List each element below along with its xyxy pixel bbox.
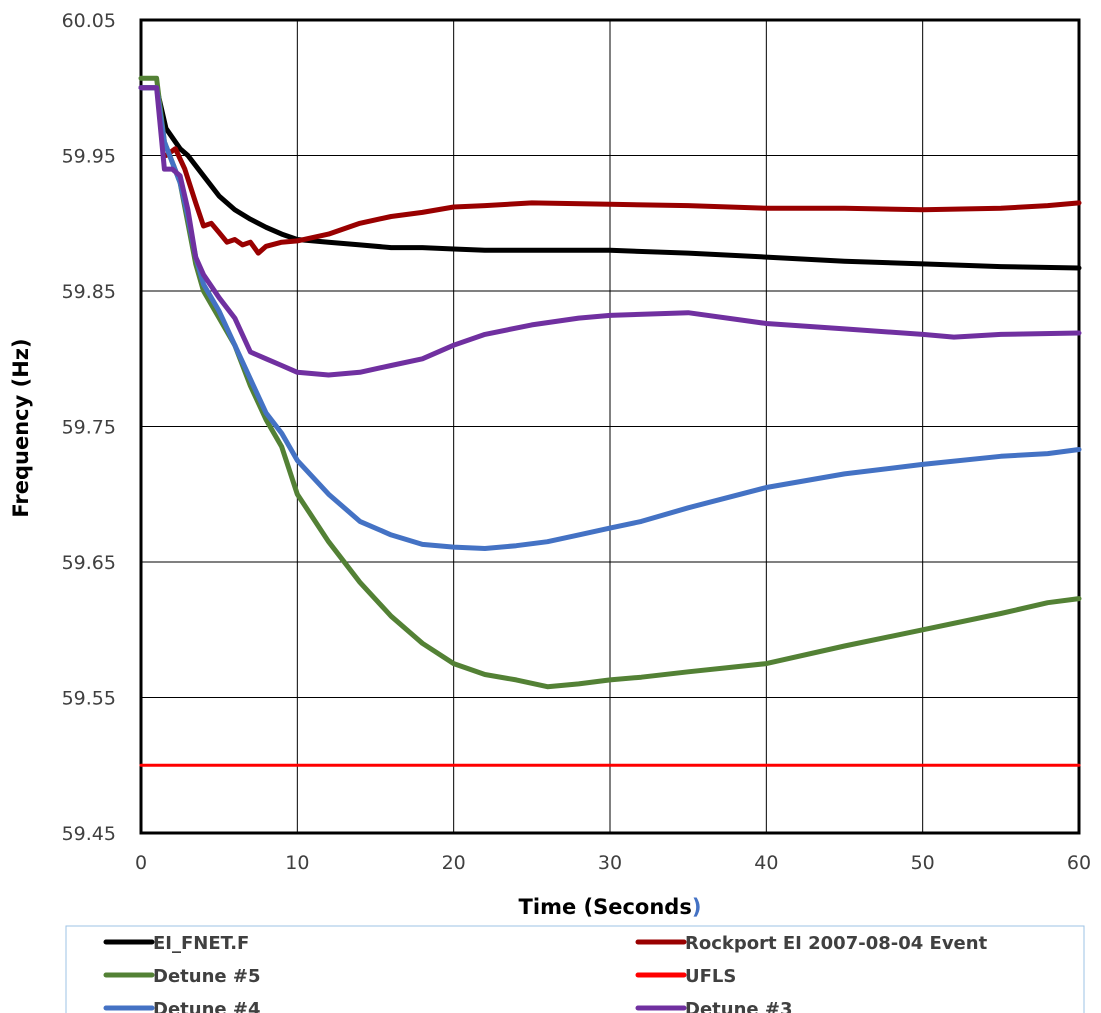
legend: EI_FNET.F Rockport EI 2007-08-04 Event Det… [103,933,988,1013]
legend-item-detune-4: Detune #4 [103,999,260,1013]
grid-lines [141,20,1079,833]
series-lines [138,75,1082,767]
x-axis-title-suffix: ) [692,895,702,919]
legend-box [65,925,1085,1013]
y-axis-title: Frequency (Hz) [9,338,33,517]
x-axis-title-text: Time (Seconds [519,895,692,919]
legend-label: Rockport EI 2007-08-04 Event [685,933,988,954]
x-tick-label: 40 [754,852,778,874]
y-tick-label: 59.65 [62,552,116,574]
y-tick-label: 59.55 [62,688,116,710]
y-tick-label: 59.45 [62,823,116,845]
x-tick-label: 50 [911,852,935,874]
legend-label: Detune #4 [153,999,260,1013]
x-tick-label: 0 [135,852,147,874]
legend-item-detune-5: Detune #5 [103,966,260,987]
y-tick-label: 60.05 [62,10,116,32]
x-tick-label: 30 [598,852,622,874]
legend-item-detune-3: Detune #3 [635,999,792,1013]
x-tick-label: 60 [1067,852,1091,874]
legend-label: EI_FNET.F [153,933,249,954]
y-tick-label: 59.75 [62,417,116,439]
series-line-rockport-ei-2007-08-04-event [163,146,1082,256]
tick-labels: 0 10 20 30 40 50 60 60.05 59.95 59.85 59.75 59.65 59… [62,10,1092,874]
legend-label: Detune #3 [685,999,792,1013]
x-tick-label: 20 [442,852,466,874]
legend-item-ei-fnet-f: EI_FNET.F [103,933,249,954]
series-line-detune-3 [138,85,1082,378]
legend-item-rockport-ei-2007-08-04-event: Rockport EI 2007-08-04 Event [635,933,988,954]
plot-area-border [139,18,1081,835]
series-line-ei-fnet-f [138,85,1082,271]
y-tick-label: 59.95 [62,146,116,168]
legend-label: Detune #5 [153,966,260,987]
legend-item-ufls: UFLS [635,966,736,987]
x-tick-label: 10 [285,852,309,874]
y-tick-label: 59.85 [62,281,116,303]
legend-label: UFLS [685,966,736,987]
x-axis-title: Time (Seconds) [519,895,702,919]
